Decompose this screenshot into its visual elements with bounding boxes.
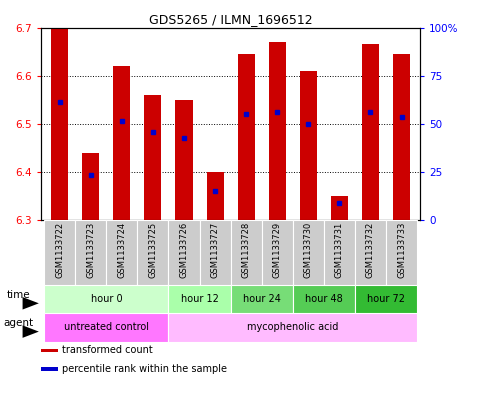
Bar [262, 220, 293, 285]
Bar [169, 285, 231, 313]
Bar [169, 220, 199, 285]
Bar [175, 100, 193, 220]
Bar [144, 95, 161, 220]
Text: transformed count: transformed count [62, 345, 153, 355]
Text: percentile rank within the sample: percentile rank within the sample [62, 364, 227, 374]
Bar [207, 172, 224, 220]
Text: mycophenolic acid: mycophenolic acid [247, 322, 339, 332]
Bar [82, 152, 99, 220]
Text: GSM1133726: GSM1133726 [180, 222, 188, 278]
Text: agent: agent [3, 318, 33, 328]
Bar [41, 349, 58, 352]
Text: GSM1133733: GSM1133733 [397, 222, 406, 278]
Text: GSM1133732: GSM1133732 [366, 222, 375, 278]
Text: hour 0: hour 0 [90, 294, 122, 304]
Bar [41, 367, 58, 371]
Bar [269, 42, 286, 220]
Polygon shape [23, 325, 39, 338]
Bar [51, 28, 68, 220]
Text: GSM1133727: GSM1133727 [211, 222, 220, 278]
Bar [169, 313, 417, 342]
Text: hour 12: hour 12 [181, 294, 218, 304]
Bar [75, 220, 106, 285]
Bar [114, 66, 130, 220]
Bar [106, 220, 137, 285]
Bar [137, 220, 169, 285]
Bar [393, 54, 410, 220]
Bar [44, 220, 75, 285]
Bar [300, 71, 317, 220]
Bar [238, 54, 255, 220]
Text: hour 72: hour 72 [367, 294, 405, 304]
Bar [331, 196, 348, 220]
Bar [293, 285, 355, 313]
Text: GSM1133731: GSM1133731 [335, 222, 344, 278]
Bar [44, 313, 169, 342]
Bar [324, 220, 355, 285]
Text: hour 24: hour 24 [243, 294, 281, 304]
Polygon shape [23, 297, 39, 310]
Text: GSM1133725: GSM1133725 [148, 222, 157, 278]
Bar [355, 220, 386, 285]
Text: GDS5265 / ILMN_1696512: GDS5265 / ILMN_1696512 [149, 13, 313, 26]
Bar [231, 220, 262, 285]
Text: time: time [7, 290, 30, 300]
Text: GSM1133729: GSM1133729 [273, 222, 282, 278]
Text: GSM1133728: GSM1133728 [242, 222, 251, 278]
Bar [199, 220, 231, 285]
Text: hour 48: hour 48 [305, 294, 343, 304]
Bar [362, 44, 379, 220]
Text: untreated control: untreated control [64, 322, 149, 332]
Bar [293, 220, 324, 285]
Bar [355, 285, 417, 313]
Bar [231, 285, 293, 313]
Text: GSM1133723: GSM1133723 [86, 222, 95, 278]
Text: GSM1133730: GSM1133730 [304, 222, 313, 278]
Bar [386, 220, 417, 285]
Text: GSM1133722: GSM1133722 [55, 222, 64, 278]
Text: GSM1133724: GSM1133724 [117, 222, 127, 278]
Bar [44, 285, 169, 313]
